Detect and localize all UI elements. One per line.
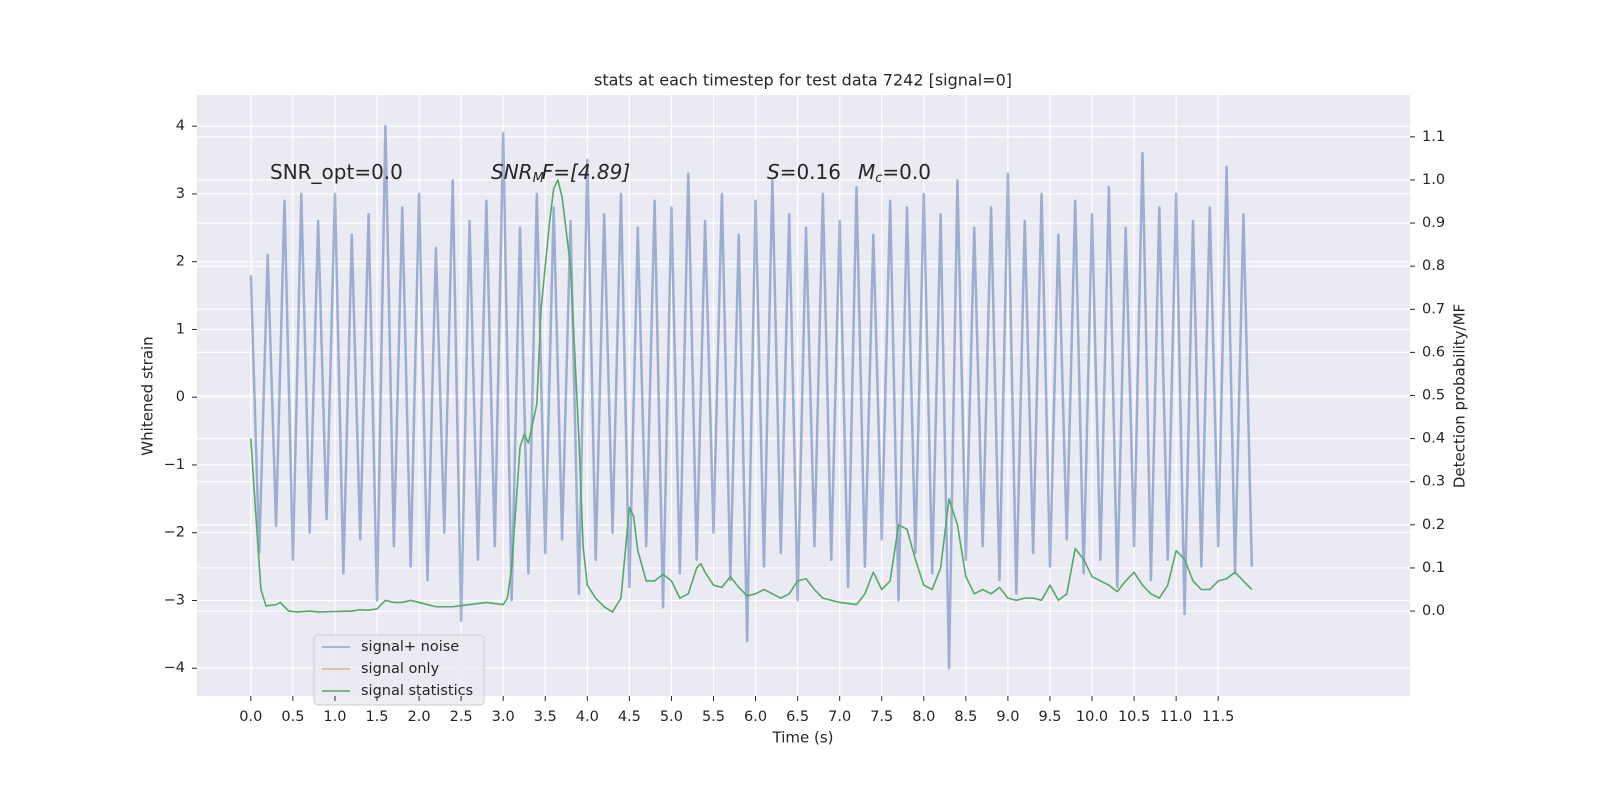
x-tick-label: 4.0: [576, 709, 599, 725]
y2-tick-label: 0.9: [1422, 215, 1445, 231]
x-tick-label: 5.0: [660, 709, 683, 725]
y2-tick-label: 0.6: [1422, 344, 1445, 360]
y2-tick-label: 0.4: [1422, 431, 1445, 447]
annotation-text: M: [858, 160, 875, 184]
y2-tick-label: 1.1: [1422, 129, 1445, 145]
y2-tick-label: 0.2: [1422, 517, 1445, 533]
legend-label: signal+ noise: [361, 639, 459, 655]
x-tick-label: 6.5: [786, 709, 809, 725]
annotation-text: =0.16: [780, 160, 841, 184]
x-tick-label: 8.5: [954, 709, 977, 725]
annotation: SNRMF=[4.89]: [491, 160, 630, 186]
x-tick-label: 3.0: [492, 709, 515, 725]
y-tick-label: 2: [176, 254, 185, 270]
annotation-text: SNR: [491, 160, 533, 184]
y-tick-label: 3: [176, 186, 185, 202]
legend: signal+ noise signal only signal statistic…: [313, 634, 485, 706]
y-tick-label: −2: [164, 525, 185, 541]
x-tick-label: 0.5: [281, 709, 304, 725]
annotation-subscript: M: [533, 171, 544, 186]
annotation-text: S: [767, 160, 780, 184]
y2-tick-label: 0.8: [1422, 258, 1445, 274]
series-line: [249, 124, 1254, 670]
annotation-text: SNR_opt=0.0: [270, 160, 403, 184]
y-tick-label: 1: [176, 321, 185, 337]
x-tick-label: 4.5: [618, 709, 641, 725]
x-tick-label: 8.0: [912, 709, 935, 725]
y-tick-label: 4: [176, 118, 185, 134]
y2-tick-label: 0.1: [1422, 560, 1445, 576]
x-tick-label: 9.5: [1038, 709, 1061, 725]
x-tick-label: 2.0: [408, 709, 431, 725]
series-line: [250, 179, 1253, 613]
annotation-text: F=[4.89]: [542, 160, 630, 184]
x-tick-label: 0.0: [239, 709, 262, 725]
x-tick-label: 7.5: [870, 709, 893, 725]
y-tick-label: −3: [164, 592, 185, 608]
x-tick-label: 10.5: [1118, 709, 1150, 725]
y-tick-label: −4: [164, 660, 185, 676]
x-axis-label: Time (s): [772, 729, 834, 747]
x-tick-label: 11.5: [1202, 709, 1234, 725]
annotation-subscript: c: [875, 171, 882, 186]
annotation: SNR_opt=0.0: [270, 160, 403, 184]
y-tick-label: 0: [176, 389, 185, 405]
x-tick-label: 2.5: [450, 709, 473, 725]
y2-tick-label: 1.0: [1422, 172, 1445, 188]
annotation: S=0.16: [767, 160, 841, 184]
x-tick-label: 9.0: [996, 709, 1019, 725]
marks: [249, 124, 1254, 670]
y2-tick-label: 0.5: [1422, 388, 1445, 404]
y2-tick-label: 0.0: [1422, 603, 1445, 619]
annotation: Mc=0.0: [858, 160, 931, 186]
y2-tick-label: 0.3: [1422, 474, 1445, 490]
x-tick-label: 5.5: [702, 709, 725, 725]
x-tick-label: 11.0: [1160, 709, 1192, 725]
chart-title: stats at each timestep for test data 724…: [594, 71, 1012, 90]
legend-label: signal only: [361, 661, 440, 677]
annotation-text: =0.0: [882, 160, 931, 184]
x-tick-label: 10.0: [1076, 709, 1108, 725]
x-tick-label: 7.0: [828, 709, 851, 725]
y-axis-label: Whitened strain: [139, 336, 157, 455]
legend-label: signal statistics: [361, 683, 473, 699]
y2-tick-label: 0.7: [1422, 301, 1445, 317]
legend-box: [313, 634, 485, 706]
x-tick-label: 1.0: [323, 709, 346, 725]
x-tick-label: 3.5: [534, 709, 557, 725]
y-tick-label: −1: [164, 457, 185, 473]
y2-axis-label: Detection probability/MF: [1451, 304, 1469, 488]
x-tick-label: 1.5: [365, 709, 388, 725]
x-tick-label: 6.0: [744, 709, 767, 725]
